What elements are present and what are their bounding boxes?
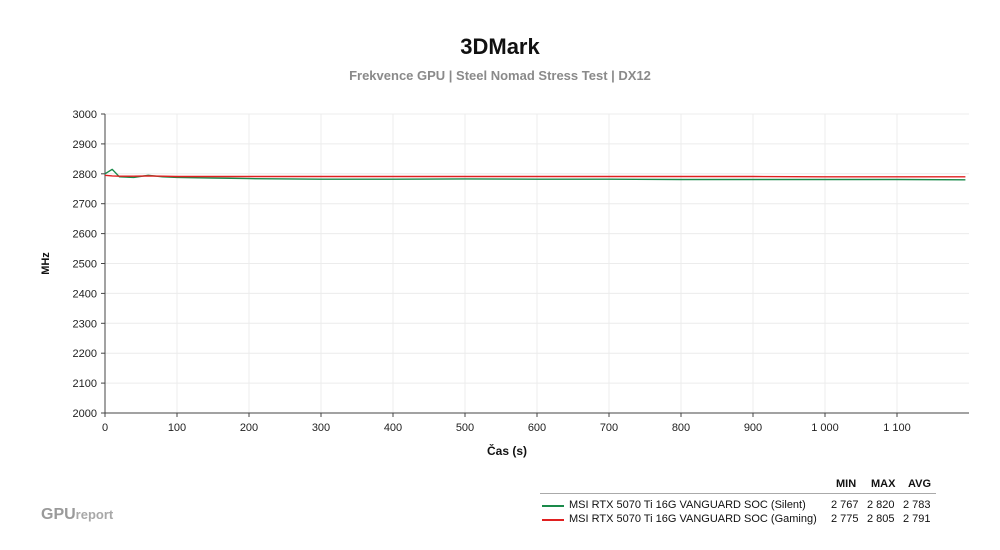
legend-avg-gaming: 2 791 xyxy=(903,513,931,525)
x-tick-label-9: 900 xyxy=(744,422,762,434)
legend-min-gaming: 2 775 xyxy=(831,513,859,525)
logo-main-text: GPU xyxy=(41,506,76,523)
y-tick-label-1: 2100 xyxy=(73,378,97,390)
legend-header-avg: AVG xyxy=(908,478,932,490)
y-tick-label-0: 2000 xyxy=(73,408,97,420)
x-tick-label-8: 800 xyxy=(672,422,690,434)
legend-header-max: MAX xyxy=(871,478,896,490)
x-tick-label-6: 600 xyxy=(528,422,546,434)
legend-min-silent: 2 767 xyxy=(831,499,859,511)
x-tick-label-3: 300 xyxy=(312,422,330,434)
y-tick-label-2: 2200 xyxy=(73,348,97,360)
legend-item-gaming: MSI RTX 5070 Ti 16G VANGUARD SOC (Gaming… xyxy=(540,513,940,528)
legend-header-min: MIN xyxy=(836,478,857,490)
series-line-gaming xyxy=(104,174,966,178)
legend-max-gaming: 2 805 xyxy=(867,513,895,525)
x-tick-label-0: 0 xyxy=(102,422,108,434)
legend-label-silent: MSI RTX 5070 Ti 16G VANGUARD SOC (Silent… xyxy=(569,499,806,511)
series-line-silent xyxy=(104,168,966,181)
legend-swatch-gaming xyxy=(542,519,564,521)
legend-item-silent: MSI RTX 5070 Ti 16G VANGUARD SOC (Silent… xyxy=(540,499,940,514)
legend-divider xyxy=(540,493,936,494)
y-tick-label-5: 2500 xyxy=(73,259,97,271)
x-tick-label-11: 1 100 xyxy=(883,422,911,434)
y-tick-label-10: 3000 xyxy=(73,109,97,121)
y-tick-label-8: 2800 xyxy=(73,169,97,181)
chart-subtitle: Frekvence GPU | Steel Nomad Stress Test … xyxy=(349,68,651,83)
x-axis-title: Čas (s) xyxy=(487,443,527,458)
y-tick-label-7: 2700 xyxy=(73,199,97,211)
x-tick-label-10: 1 000 xyxy=(811,422,839,434)
x-tick-label-7: 700 xyxy=(600,422,618,434)
x-tick-label-4: 400 xyxy=(384,422,402,434)
logo-small-text: report xyxy=(75,507,114,522)
x-tick-label-5: 500 xyxy=(456,422,474,434)
legend-max-silent: 2 820 xyxy=(867,499,895,511)
y-tick-label-4: 2400 xyxy=(73,288,97,300)
y-tick-label-3: 2300 xyxy=(73,318,97,330)
y-tick-label-6: 2600 xyxy=(73,229,97,241)
gpureport-logo: GPUreport xyxy=(41,506,113,524)
legend-label-gaming: MSI RTX 5070 Ti 16G VANGUARD SOC (Gaming… xyxy=(569,513,817,525)
legend-avg-silent: 2 783 xyxy=(903,499,931,511)
x-tick-label-2: 200 xyxy=(240,422,258,434)
chart-title: 3DMark xyxy=(460,34,540,59)
y-axis-title: MHz xyxy=(40,252,52,275)
legend-swatch-silent xyxy=(542,505,564,507)
x-tick-label-1: 100 xyxy=(168,422,186,434)
y-tick-label-9: 2900 xyxy=(73,139,97,151)
